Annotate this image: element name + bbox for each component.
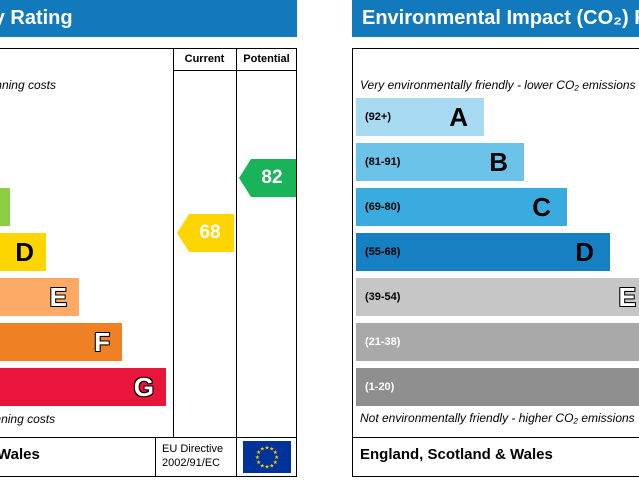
co2-band-e-letter: E [618,282,636,312]
table-top-border [352,48,639,49]
energy-band-c: C [0,188,10,226]
svg-text:★: ★ [256,449,261,456]
energy-band-d: D [0,233,46,271]
co2-band-e-range: (39-54) [365,291,401,303]
eu-directive-line1: EU Directive [162,443,224,455]
energy-band-e: E [0,278,79,316]
environmental-impact-panel: Environmental Impact (CO₂) Rating Very e… [352,0,639,480]
table-top-border [0,48,297,49]
svg-text:★: ★ [255,454,260,461]
co2-band-d-letter: D [575,237,594,267]
energy-band-g: G [0,368,166,406]
co2-band-a: (92+) A [356,98,484,136]
co2-band-c-letter: C [532,192,551,222]
column-header-underline [173,70,297,71]
svg-text:★: ★ [264,444,269,451]
co2-band-d-range: (55-68) [365,246,401,258]
energy-band-e-letter: E [49,282,67,312]
co2-band-g: (1-20) G [356,368,639,406]
potential-rating-value: 82 [261,167,283,188]
co2-band-g-range: (1-20) [365,381,395,393]
co2-band-a-range: (92+) [365,111,391,123]
energy-band-f: F [0,323,122,361]
energy-band-f-letter: F [94,327,110,357]
svg-text:★: ★ [264,464,269,471]
co2-top-note: Very environmentally friendly - lower CO… [360,78,636,92]
footer-bottom-border [352,476,639,477]
co2-band-b-letter: B [489,147,508,177]
svg-text:★: ★ [274,454,279,461]
energy-top-note: Very energy efficient - lower running co… [0,78,56,92]
footer-divider-2 [236,437,237,476]
footer-top-border [352,437,639,438]
co2-band-c-range: (69-80) [365,201,401,213]
energy-footer-region: England, Scotland & Wales [0,446,40,463]
eu-directive-label: EU Directive 2002/91/EC [162,442,223,470]
co2-bottom-note: Not environmentally friendly - higher CO… [360,411,635,425]
co2-band-b: (81-91) B [356,143,524,181]
svg-text:★: ★ [269,462,274,469]
current-rating-arrow: 68 [177,214,234,252]
co2-band-f: (21-38) F [356,323,639,361]
svg-text:★: ★ [260,462,265,469]
co2-footer-region: England, Scotland & Wales [360,446,553,463]
energy-bottom-note: Not energy efficient - higher running co… [0,412,56,426]
current-rating-value: 68 [199,222,221,243]
svg-text:★: ★ [260,446,265,453]
co2-band-b-range: (81-91) [365,156,401,168]
table-left-border [352,48,353,477]
energy-band-d-letter: D [15,237,34,267]
footer-divider-1 [155,437,156,476]
co2-band-a-letter: A [449,102,468,132]
co2-band-e: (39-54) E [356,278,639,316]
potential-column-header: Potential [243,53,290,65]
table-right-border [296,48,297,477]
energy-band-g-letter: G [133,372,154,402]
energy-panel-title: Energy Efficiency Rating [0,0,297,37]
eu-directive-line2: 2002/91/EC [162,457,221,469]
eu-stars-icon: ★ ★★ ★★★ ★★★ ★★★ [255,444,279,471]
co2-band-f-range: (21-38) [365,336,401,348]
footer-bottom-border [0,476,297,477]
footer-top-border [0,437,297,438]
svg-text:★: ★ [273,449,278,456]
co2-band-c: (69-80) C [356,188,567,226]
eu-flag-icon: ★ ★ ★ ★ ★ ★ ★ ★ ★ ★ ★ ★ [243,441,291,473]
current-column-divider [173,48,174,437]
environmental-panel-title: Environmental Impact (CO₂) Rating [352,0,639,37]
svg-text:★: ★ [273,459,278,466]
potential-column-divider [236,48,237,437]
svg-text:★: ★ [256,459,261,466]
co2-band-d: (55-68) D [356,233,610,271]
potential-rating-arrow: 82 [239,159,296,197]
current-column-header: Current [184,53,225,65]
energy-efficiency-panel: Energy Efficiency Rating Current Potenti… [0,0,297,480]
svg-text:★: ★ [269,446,274,453]
